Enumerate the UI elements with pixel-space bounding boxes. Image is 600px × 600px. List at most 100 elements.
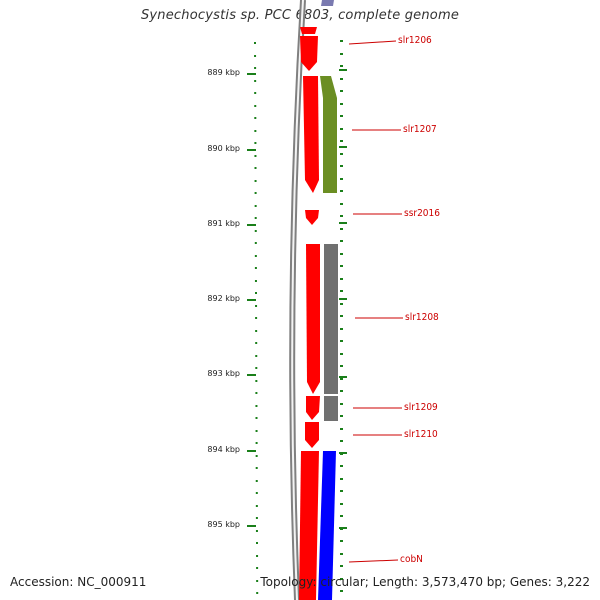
scale-tick-minor [256, 580, 258, 582]
scale-tick-minor [340, 90, 343, 92]
scale-tick-minor [340, 40, 343, 42]
scale-tick-minor [255, 342, 257, 344]
scale-tick-minor [340, 240, 343, 242]
cds-slr1208-reverse [324, 244, 338, 394]
scale-tick-minor [254, 105, 256, 107]
scale-tick-minor [256, 567, 258, 569]
scale-tick-major [247, 73, 256, 75]
scale-tick-minor [254, 142, 256, 144]
scale-tick-minor [256, 517, 258, 519]
scale-tick-major [247, 299, 256, 301]
scale-tick-minor [255, 392, 257, 394]
scale-tick-major [247, 149, 256, 151]
scale-tick-minor [255, 255, 257, 257]
scale-tick-minor [254, 42, 256, 44]
scale-tick-minor [340, 540, 343, 542]
scale-tick-minor [340, 515, 343, 517]
scale-tick-minor [256, 492, 258, 494]
scale-tick-major [339, 146, 347, 148]
scale-tick-major [339, 376, 347, 378]
gene-label-slr1209[interactable]: slr1209 [404, 402, 438, 413]
scale-ticks-left [247, 42, 258, 594]
scale-tick-minor [340, 178, 343, 180]
scale-tick-minor [256, 417, 258, 419]
scale-tick-minor [255, 217, 257, 219]
scale-tick-minor [256, 455, 258, 457]
feature-track [299, 0, 338, 600]
scale-tick-major [339, 222, 347, 224]
cds-slr1207 [303, 76, 319, 193]
scale-tick-minor [340, 290, 343, 292]
scale-tick-minor [256, 505, 258, 507]
gene-label-ssr2016[interactable]: ssr2016 [404, 208, 440, 219]
scale-tick-minor [340, 465, 343, 467]
scale-tick-major [339, 69, 347, 71]
cds-slr1208 [306, 244, 320, 394]
scale-tick-minor [256, 555, 258, 557]
gene-label-slr1207[interactable]: slr1207 [403, 124, 437, 135]
scale-tick-minor [340, 203, 343, 205]
gene-label-slr1210[interactable]: slr1210 [404, 429, 438, 440]
scale-tick-minor [255, 192, 257, 194]
scale-tick-minor [254, 80, 256, 82]
scale-tick-minor [340, 440, 343, 442]
gene-label-slr1206[interactable]: slr1206 [398, 35, 432, 46]
scale-tick-minor [340, 340, 343, 342]
scale-tick-minor [256, 467, 258, 469]
cds-partial-top-forward [300, 27, 317, 34]
scale-tick-minor [256, 542, 258, 544]
scale-tick-minor [255, 317, 257, 319]
scale-tick-minor [340, 165, 343, 167]
scale-tick-minor [340, 328, 343, 330]
scale-tick-major [247, 525, 256, 527]
scale-tick-minor [255, 230, 257, 232]
scale-tick-major [247, 450, 256, 452]
scale-tick-minor [340, 65, 343, 67]
scale-label: 890 kbp [190, 144, 240, 153]
gene-label-line [349, 41, 396, 44]
scale-tick-minor [340, 115, 343, 117]
scale-tick-minor [254, 67, 256, 69]
scale-tick-major [339, 298, 347, 300]
scale-tick-minor [254, 155, 256, 157]
scale-tick-minor [255, 180, 257, 182]
scale-tick-major [247, 224, 256, 226]
cds-slr1209 [306, 396, 320, 420]
gene-label-cobN[interactable]: cobN [400, 554, 423, 565]
cds-slr1210 [305, 422, 319, 448]
scale-tick-minor [340, 478, 343, 480]
scale-tick-minor [340, 140, 343, 142]
scale-tick-major [247, 374, 256, 376]
cds-partial-top-reverse [321, 0, 334, 6]
scale-label: 895 kbp [190, 520, 240, 529]
gene-label-line [349, 560, 398, 562]
scale-tick-minor [255, 267, 257, 269]
scale-tick-minor [340, 253, 343, 255]
scale-tick-minor [256, 530, 258, 532]
scale-tick-minor [340, 403, 343, 405]
scale-tick-minor [340, 365, 343, 367]
cds-slr1209-reverse [324, 396, 338, 421]
scale-tick-minor [256, 480, 258, 482]
scale-tick-minor [255, 405, 257, 407]
scale-label: 894 kbp [190, 445, 240, 454]
scale-label: 893 kbp [190, 369, 240, 378]
scale-tick-major [339, 452, 347, 454]
scale-tick-minor [255, 167, 257, 169]
scale-tick-minor [255, 367, 257, 369]
scale-tick-minor [340, 228, 343, 230]
scale-label: 891 kbp [190, 219, 240, 228]
scale-tick-minor [340, 190, 343, 192]
scale-tick-minor [340, 265, 343, 267]
scale-tick-minor [255, 242, 257, 244]
scale-tick-minor [254, 55, 256, 57]
scale-tick-major [339, 527, 347, 529]
scale-tick-minor [254, 130, 256, 132]
scale-tick-minor [254, 117, 256, 119]
gene-label-slr1208[interactable]: slr1208 [405, 312, 439, 323]
scale-tick-minor [254, 92, 256, 94]
scale-tick-minor [340, 278, 343, 280]
scale-tick-minor [340, 503, 343, 505]
